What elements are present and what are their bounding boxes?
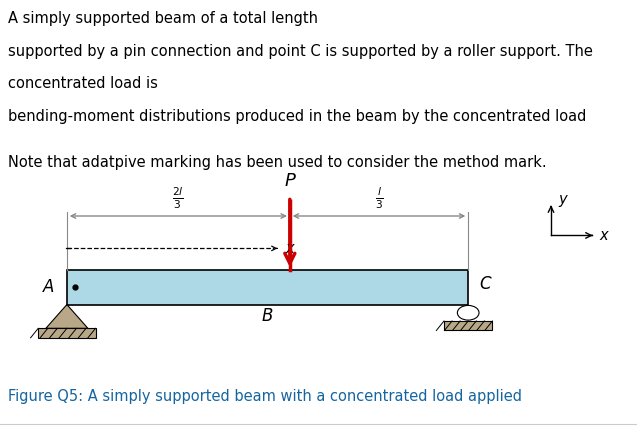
Text: bending-moment distributions produced in the beam by the concentrated load: bending-moment distributions produced in… <box>8 109 591 124</box>
Text: x: x <box>599 228 608 243</box>
Polygon shape <box>46 305 88 328</box>
Text: A: A <box>43 278 55 296</box>
Bar <box>444 321 492 330</box>
Text: Note that adatpive marking has been used to consider the method mark.: Note that adatpive marking has been used… <box>8 155 547 170</box>
Text: $\frac{l}{3}$: $\frac{l}{3}$ <box>375 185 383 211</box>
Text: concentrated load is: concentrated load is <box>8 76 163 92</box>
Text: A simply supported beam of a total length: A simply supported beam of a total lengt… <box>8 11 323 26</box>
Text: B: B <box>262 307 273 325</box>
Bar <box>38 328 96 338</box>
Text: $\frac{2l}{3}$: $\frac{2l}{3}$ <box>173 185 184 211</box>
Bar <box>67 270 468 305</box>
Circle shape <box>457 305 479 320</box>
Text: y: y <box>558 192 567 207</box>
Text: P: P <box>284 172 296 190</box>
Text: C: C <box>480 275 491 293</box>
Text: supported by a pin connection and point C is supported by a roller support. The: supported by a pin connection and point … <box>8 44 593 59</box>
Text: Figure Q5: A simply supported beam with a concentrated load applied: Figure Q5: A simply supported beam with … <box>8 389 522 404</box>
Text: $x$: $x$ <box>285 241 296 256</box>
